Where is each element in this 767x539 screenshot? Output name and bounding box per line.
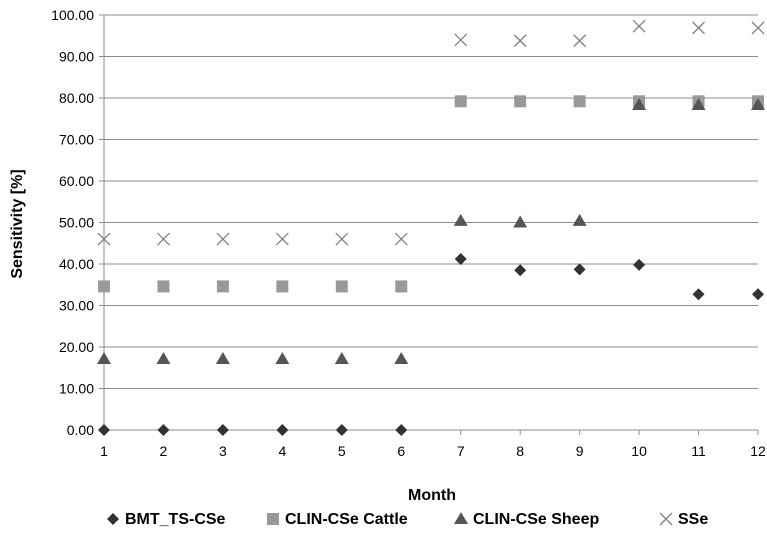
x-tick-label: 8	[516, 443, 524, 459]
data-point-triangle	[632, 98, 647, 111]
legend-entry: BMT_TS-CSe	[107, 511, 226, 528]
data-point-triangle	[97, 352, 111, 365]
legend-marker	[454, 512, 468, 524]
y-tick-label: 50.00	[59, 215, 94, 231]
data-point-triangle	[215, 352, 230, 365]
y-tick-label: 80.00	[59, 90, 94, 106]
x-tick-label: 5	[338, 443, 346, 459]
data-point-cross	[275, 232, 289, 246]
data-point-square	[216, 280, 229, 293]
x-tick-label: 10	[631, 443, 647, 459]
data-point-triangle	[691, 98, 706, 111]
legend-label: SSe	[678, 511, 708, 528]
data-point-cross	[751, 21, 765, 35]
x-tick-label: 12	[750, 443, 766, 459]
y-tick-label: 90.00	[59, 49, 94, 65]
y-tick-label: 30.00	[59, 298, 94, 314]
axes	[99, 14, 759, 435]
x-tick-label: 4	[278, 443, 286, 459]
legend-marker	[659, 512, 673, 526]
data-point-cross	[513, 34, 527, 48]
data-point-diamond	[573, 263, 586, 276]
x-tick-label: 3	[219, 443, 227, 459]
y-axis-title: Sensitivity [%]	[9, 169, 26, 278]
x-tick-label: 7	[457, 443, 465, 459]
data-point-diamond	[335, 424, 348, 436]
y-tick-label: 20.00	[59, 339, 94, 355]
data-point-cross	[156, 232, 170, 246]
y-tick-label: 70.00	[59, 132, 94, 148]
data-point-cross	[454, 33, 468, 47]
y-tick-label: 10.00	[59, 381, 94, 397]
data-point-diamond	[752, 288, 764, 301]
x-tick-label: 6	[397, 443, 405, 459]
data-point-cross	[97, 232, 111, 246]
data-point-triangle	[453, 213, 468, 226]
y-tick-label: 60.00	[59, 173, 94, 189]
data-point-diamond	[633, 258, 646, 271]
data-point-triangle	[275, 352, 290, 365]
y-tick-labels: 0.00 10.00 20.00 30.00 40.00 50.00 60.00 70.00 8…	[51, 7, 94, 438]
legend-entry: SSe	[659, 511, 708, 528]
data-point-triangle	[572, 213, 587, 226]
data-point-square	[573, 95, 586, 108]
data-point-triangle	[513, 215, 528, 228]
x-tick-label: 1	[100, 443, 108, 459]
legend-label: CLIN-CSe Cattle	[285, 511, 408, 528]
data-point-cross	[216, 232, 230, 246]
data-point-cross	[632, 19, 646, 33]
y-tick-label: 0.00	[67, 422, 94, 438]
data-point-diamond	[157, 424, 170, 436]
y-tick-label: 40.00	[59, 256, 94, 272]
legend-label: CLIN-CSe Sheep	[473, 511, 599, 528]
x-tick-label: 2	[160, 443, 168, 459]
data-point-diamond	[692, 288, 705, 301]
data-point-diamond	[395, 424, 408, 436]
legend-label: BMT_TS-CSe	[125, 511, 226, 528]
legend: BMT_TS-CSe CLIN-CSe Cattle CLIN-CSe Sheep S…	[107, 511, 708, 528]
x-axis-title: Month	[408, 487, 456, 504]
data-point-diamond	[98, 424, 110, 436]
data-point-square	[454, 95, 467, 108]
data-point-square	[395, 280, 408, 293]
x-tick-label: 9	[576, 443, 584, 459]
legend-marker	[267, 513, 279, 525]
data-point-triangle	[394, 352, 409, 365]
legend-marker	[107, 513, 119, 525]
gridlines	[104, 14, 758, 431]
data-point-triangle	[156, 352, 171, 365]
data-point-cross	[394, 232, 408, 246]
data-points	[97, 19, 765, 436]
x-tick-label: 11	[691, 443, 706, 459]
data-point-cross	[692, 21, 706, 35]
data-point-square	[98, 280, 110, 293]
data-point-triangle	[751, 98, 765, 111]
data-point-square	[335, 280, 348, 293]
data-point-triangle	[334, 352, 349, 365]
legend-entry: CLIN-CSe Sheep	[454, 511, 599, 528]
data-point-square	[157, 280, 170, 293]
data-point-cross	[335, 232, 349, 246]
x-tick-labels: 1 2 3 4 5 6 7 8 9 10 11 12	[100, 443, 766, 459]
data-point-diamond	[216, 424, 229, 436]
y-tick-label: 100.00	[51, 7, 94, 23]
data-point-diamond	[514, 264, 527, 277]
data-point-square	[276, 280, 289, 293]
data-point-square	[514, 95, 527, 108]
data-point-cross	[573, 34, 587, 48]
data-point-diamond	[454, 253, 467, 266]
legend-entry: CLIN-CSe Cattle	[267, 511, 408, 528]
data-point-diamond	[276, 424, 289, 436]
